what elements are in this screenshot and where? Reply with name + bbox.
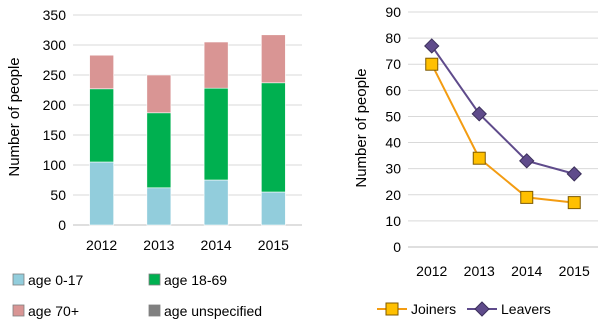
leavers-point xyxy=(471,106,487,122)
line-chart-y-tick-label: 20 xyxy=(385,187,401,203)
leavers-point xyxy=(519,153,535,169)
bar-chart-y-tick-labels: 0 50 100 150 200 250 300 350 xyxy=(43,7,67,233)
legend-swatch xyxy=(148,273,161,286)
line-chart-y-tick-label: 80 xyxy=(385,30,401,46)
legend-swatch xyxy=(12,273,25,286)
line-chart-y-tick-label: 40 xyxy=(385,135,401,151)
line-chart-y-tick-label: 50 xyxy=(385,108,401,124)
bar-segment-age-0-17 xyxy=(89,161,114,226)
line-chart-y-tick-label: 90 xyxy=(385,4,401,20)
bar-chart-x-tick-label: 2013 xyxy=(143,237,174,253)
line-chart-legend: Joiners Leavers xyxy=(377,301,551,317)
line-chart: 0 10 20 30 40 50 60 70 80 90 2012 2013 2014 2015 Num… xyxy=(353,4,598,317)
joiners-point xyxy=(425,57,439,71)
bar-chart-y-tick-label: 100 xyxy=(43,157,67,173)
bar-chart-y-tick-label: 50 xyxy=(50,187,66,203)
line-chart-y-tick-label: 10 xyxy=(385,213,401,229)
bar-segment-age-0-17 xyxy=(146,187,172,226)
bar-chart-x-tick-label: 2015 xyxy=(258,237,289,253)
bar-segment-age-70- xyxy=(203,41,229,89)
line-chart-x-tick-label: 2015 xyxy=(559,263,590,279)
bar-chart-y-tick-label: 300 xyxy=(43,37,67,53)
series-line-leavers xyxy=(430,45,575,175)
joiners-point xyxy=(567,196,581,210)
legend-label: Joiners xyxy=(411,301,456,317)
bar-segment-age-18-69 xyxy=(261,82,286,193)
legend-swatch xyxy=(148,304,161,317)
bar-chart-x-tick-label: 2014 xyxy=(201,237,232,253)
line-chart-gridlines xyxy=(408,11,598,248)
bar-chart-x-tick-labels: 2012 2013 2014 2015 xyxy=(86,237,289,253)
legend-label: age 18-69 xyxy=(164,272,227,288)
bar-segment-age-18-69 xyxy=(89,88,114,163)
legend-swatch xyxy=(12,304,25,317)
legend-label: Leavers xyxy=(501,301,551,317)
leavers-point xyxy=(566,166,582,182)
joiners-point xyxy=(520,190,534,204)
bar-segment-age-18-69 xyxy=(203,87,229,181)
line-chart-x-tick-label: 2012 xyxy=(416,263,447,279)
line-chart-y-tick-label: 60 xyxy=(385,82,401,98)
legend-label: age 70+ xyxy=(28,303,79,319)
stacked-bar-chart: 0 50 100 150 200 250 300 350 2012 2013 2014 2015 N… xyxy=(6,7,302,319)
line-chart-x-tick-labels: 2012 2013 2014 2015 xyxy=(416,263,590,279)
bar-chart-y-axis-label: Number of people xyxy=(6,57,23,176)
legend-marker xyxy=(474,301,490,317)
bar-segment-age-0-17 xyxy=(261,191,286,226)
legend-label: age 0-17 xyxy=(28,272,83,288)
legend-marker xyxy=(385,302,399,316)
series-line-joiners xyxy=(430,63,575,204)
bar-chart-y-tick-label: 0 xyxy=(58,217,66,233)
bar-chart-y-tick-label: 350 xyxy=(43,7,67,23)
joiners-point xyxy=(472,151,486,165)
bar-segment-age-70- xyxy=(261,34,286,84)
bar-chart-y-tick-label: 150 xyxy=(43,127,67,143)
bar-segment-age-0-17 xyxy=(203,179,229,226)
legend-label: age unspecified xyxy=(164,303,262,319)
line-chart-series xyxy=(424,38,582,210)
bar-segment-age-70- xyxy=(146,74,172,114)
bar-chart-bars xyxy=(89,34,286,226)
line-chart-y-axis-label: Number of people xyxy=(353,68,370,187)
bar-segment-age-18-69 xyxy=(146,112,172,189)
bar-chart-y-tick-label: 250 xyxy=(43,67,67,83)
line-chart-y-tick-labels: 0 10 20 30 40 50 60 70 80 90 xyxy=(385,4,401,255)
bar-chart-x-tick-label: 2012 xyxy=(86,237,117,253)
bar-chart-y-tick-label: 200 xyxy=(43,97,67,113)
line-chart-x-tick-label: 2014 xyxy=(511,263,542,279)
line-chart-y-tick-label: 70 xyxy=(385,56,401,72)
line-chart-x-tick-label: 2013 xyxy=(464,263,495,279)
bar-segment-age-70- xyxy=(89,54,114,90)
bar-chart-legend: age 0-17 age 18-69 age 70+ age unspecified xyxy=(12,272,262,319)
line-chart-y-tick-label: 30 xyxy=(385,161,401,177)
leavers-point xyxy=(424,38,440,54)
line-chart-y-tick-label: 0 xyxy=(393,239,401,255)
